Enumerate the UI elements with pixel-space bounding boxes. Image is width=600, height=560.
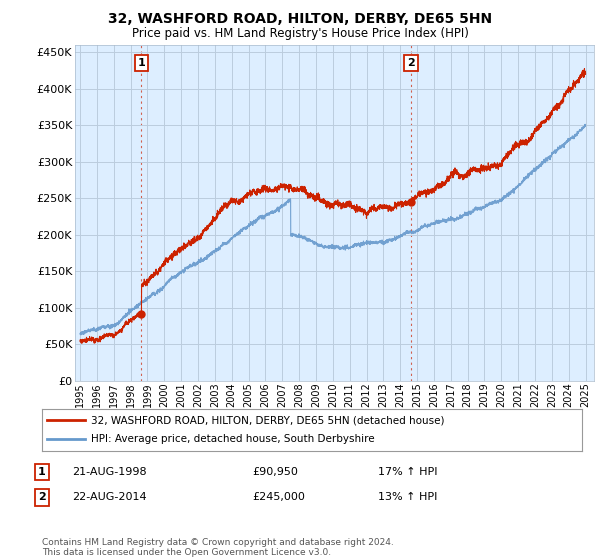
- Text: 1: 1: [38, 467, 46, 477]
- Text: 32, WASHFORD ROAD, HILTON, DERBY, DE65 5HN (detached house): 32, WASHFORD ROAD, HILTON, DERBY, DE65 5…: [91, 415, 444, 425]
- Text: Contains HM Land Registry data © Crown copyright and database right 2024.
This d: Contains HM Land Registry data © Crown c…: [42, 538, 394, 557]
- Text: £90,950: £90,950: [252, 467, 298, 477]
- Text: 2: 2: [38, 492, 46, 502]
- Text: £245,000: £245,000: [252, 492, 305, 502]
- Text: 32, WASHFORD ROAD, HILTON, DERBY, DE65 5HN: 32, WASHFORD ROAD, HILTON, DERBY, DE65 5…: [108, 12, 492, 26]
- Text: 2: 2: [407, 58, 415, 68]
- Text: 13% ↑ HPI: 13% ↑ HPI: [378, 492, 437, 502]
- Text: 21-AUG-1998: 21-AUG-1998: [72, 467, 146, 477]
- Text: Price paid vs. HM Land Registry's House Price Index (HPI): Price paid vs. HM Land Registry's House …: [131, 27, 469, 40]
- Text: HPI: Average price, detached house, South Derbyshire: HPI: Average price, detached house, Sout…: [91, 435, 374, 445]
- Text: 1: 1: [137, 58, 145, 68]
- Text: 17% ↑ HPI: 17% ↑ HPI: [378, 467, 437, 477]
- Text: 22-AUG-2014: 22-AUG-2014: [72, 492, 146, 502]
